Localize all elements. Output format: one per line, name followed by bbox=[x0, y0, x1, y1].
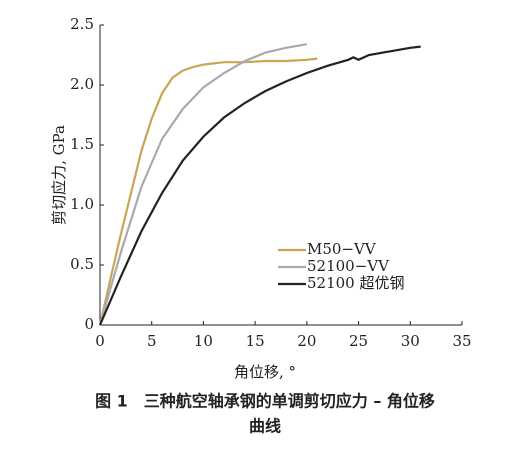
line-series bbox=[98, 57, 318, 326]
x-tick-label: 0 bbox=[95, 332, 105, 350]
legend-label: 52100−VV bbox=[307, 257, 390, 275]
y-tick-label: 2.0 bbox=[70, 75, 94, 93]
x-axis-label: 角位移, ° bbox=[234, 363, 296, 381]
x-tick-label: 15 bbox=[246, 332, 265, 350]
x-tick-label: 30 bbox=[401, 332, 420, 350]
legend-label: 52100 超优钢 bbox=[307, 274, 405, 292]
line-series bbox=[98, 45, 421, 326]
y-tick-label: 0 bbox=[84, 315, 94, 333]
y-tick-label: 0.5 bbox=[70, 255, 94, 273]
legend-label: M50−VV bbox=[307, 240, 377, 258]
x-tick-label: 10 bbox=[194, 332, 213, 350]
line-series bbox=[98, 43, 308, 326]
y-tick-label: 1.0 bbox=[70, 195, 94, 213]
caption: 图 1 三种航空轴承钢的单调剪切应力 – 角位移 bbox=[95, 392, 435, 411]
y-tick-label: 2.5 bbox=[70, 15, 94, 33]
y-tick-label: 1.5 bbox=[70, 135, 94, 153]
x-tick-label: 20 bbox=[297, 332, 316, 350]
caption: 曲线 bbox=[249, 417, 281, 436]
y-axis-label: 剪切应力, GPa bbox=[50, 125, 68, 225]
x-tick-label: 5 bbox=[147, 332, 157, 350]
x-tick-label: 25 bbox=[349, 332, 368, 350]
x-tick-label: 35 bbox=[452, 332, 471, 350]
